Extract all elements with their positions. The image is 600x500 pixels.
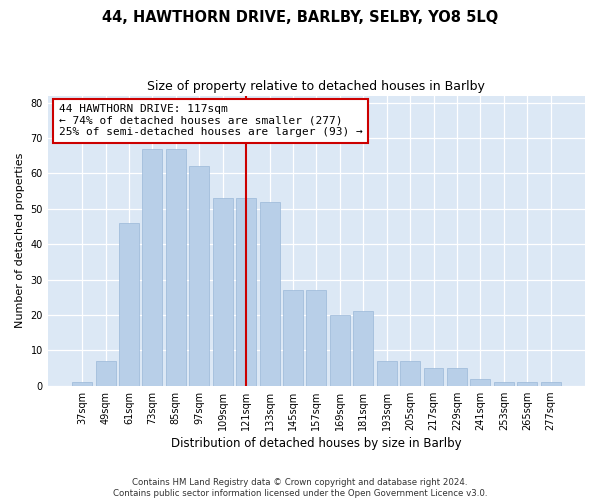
X-axis label: Distribution of detached houses by size in Barlby: Distribution of detached houses by size …: [171, 437, 462, 450]
Bar: [494, 382, 514, 386]
Y-axis label: Number of detached properties: Number of detached properties: [15, 153, 25, 328]
Text: Contains HM Land Registry data © Crown copyright and database right 2024.
Contai: Contains HM Land Registry data © Crown c…: [113, 478, 487, 498]
Bar: [424, 368, 443, 386]
Bar: [377, 361, 397, 386]
Bar: [447, 368, 467, 386]
Bar: [72, 382, 92, 386]
Bar: [190, 166, 209, 386]
Bar: [307, 290, 326, 386]
Title: Size of property relative to detached houses in Barlby: Size of property relative to detached ho…: [148, 80, 485, 93]
Bar: [400, 361, 420, 386]
Text: 44, HAWTHORN DRIVE, BARLBY, SELBY, YO8 5LQ: 44, HAWTHORN DRIVE, BARLBY, SELBY, YO8 5…: [102, 10, 498, 25]
Text: 44 HAWTHORN DRIVE: 117sqm
← 74% of detached houses are smaller (277)
25% of semi: 44 HAWTHORN DRIVE: 117sqm ← 74% of detac…: [59, 104, 362, 138]
Bar: [353, 312, 373, 386]
Bar: [330, 315, 350, 386]
Bar: [541, 382, 560, 386]
Bar: [517, 382, 537, 386]
Bar: [119, 223, 139, 386]
Bar: [236, 198, 256, 386]
Bar: [260, 202, 280, 386]
Bar: [142, 148, 163, 386]
Bar: [166, 148, 186, 386]
Bar: [283, 290, 303, 386]
Bar: [95, 361, 116, 386]
Bar: [470, 378, 490, 386]
Bar: [213, 198, 233, 386]
